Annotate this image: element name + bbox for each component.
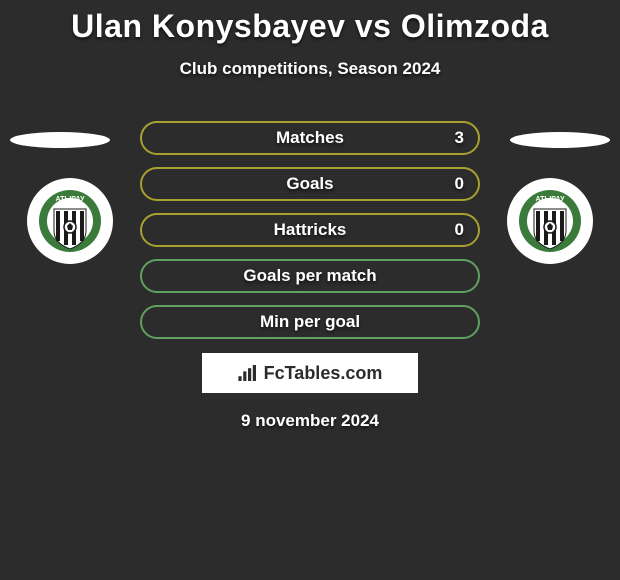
stat-value-right: 0 (455, 174, 464, 194)
svg-text:АТЫРАУ: АТЫРАУ (55, 196, 85, 203)
stat-row: Matches 3 (140, 121, 480, 155)
stat-row: Goals 0 (140, 167, 480, 201)
svg-text:АТЫРАУ: АТЫРАУ (535, 196, 565, 203)
stat-row: Hattricks 0 (140, 213, 480, 247)
shield-icon: АТЫРАУ (518, 189, 582, 253)
club-logo-left: АТЫРАУ (27, 178, 113, 264)
stat-label: Goals (286, 174, 333, 194)
stat-label: Matches (276, 128, 344, 148)
brand-text: FcTables.com (264, 363, 383, 384)
stat-row: Min per goal (140, 305, 480, 339)
subtitle: Club competitions, Season 2024 (0, 59, 620, 79)
club-logo-right: АТЫРАУ (507, 178, 593, 264)
stat-label: Hattricks (274, 220, 347, 240)
stat-label: Goals per match (243, 266, 376, 286)
stat-row: Goals per match (140, 259, 480, 293)
bars-icon (238, 365, 258, 381)
stat-value-right: 0 (455, 220, 464, 240)
date-text: 9 november 2024 (0, 411, 620, 431)
page-title: Ulan Konysbayev vs Olimzoda (0, 8, 620, 45)
player-avatar-right (510, 132, 610, 148)
shield-icon: АТЫРАУ (38, 189, 102, 253)
brand-badge: FcTables.com (202, 353, 418, 393)
stat-value-right: 3 (455, 128, 464, 148)
player-avatar-left (10, 132, 110, 148)
stat-label: Min per goal (260, 312, 360, 332)
